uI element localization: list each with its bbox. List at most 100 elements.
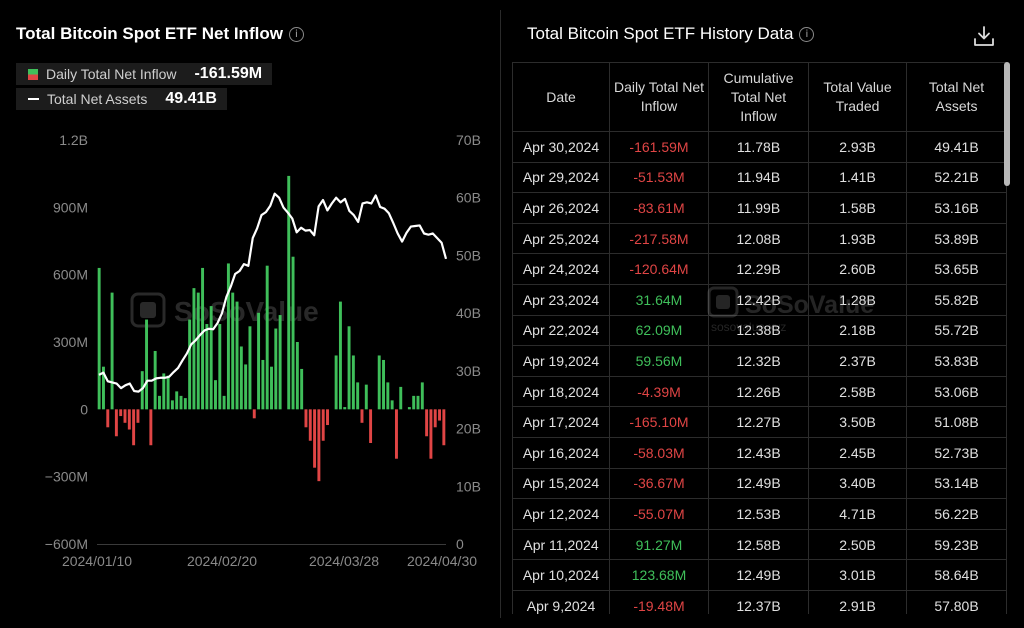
y-left-tick-label: 1.2B [59,132,88,148]
cell-cumulative-inflow: 12.53B [708,498,809,530]
cell-net-assets: 53.65B [906,253,1007,285]
inflow-bar [231,292,235,410]
inflow-bar [438,409,441,421]
y-left-tick-label: 0 [80,401,88,417]
inflow-bar [295,342,299,410]
x-tick-label: 2024/03/28 [309,553,379,569]
y-right-tick-label: 20B [456,421,481,437]
download-icon[interactable] [972,24,996,48]
cell-net-assets: 52.21B [906,161,1007,194]
legend-net-assets[interactable]: Total Net Assets 49.41B [16,88,227,110]
x-tick-label: 2024/02/20 [187,553,257,569]
inflow-bar [166,375,170,410]
inflow-bar [360,409,364,423]
inflow-bar [170,400,174,410]
info-icon[interactable]: i [799,27,815,42]
cell-net-assets: 55.82B [906,283,1007,316]
cell-date: Apr 22,2024 [512,314,610,347]
table-body: Apr 30,2024 -161.59M 11.78B 2.93B 49.41B Apr … [512,131,1007,614]
cell-date: Apr 11,2024 [512,528,610,561]
chart-panel: Total Bitcoin Spot ETF Net Inflow i Daily… [0,0,500,628]
table-row[interactable]: Apr 23,2024 31.64M 12.42B 1.28B 55.82B [512,283,1007,316]
table-row[interactable]: Apr 19,2024 59.56M 12.32B 2.37B 53.83B [512,345,1007,377]
table-row[interactable]: Apr 24,2024 -120.64M 12.29B 2.60B 53.65B [512,253,1007,285]
table-row[interactable]: Apr 18,2024 -4.39M 12.26B 2.58B 53.06B [512,375,1007,408]
cell-cumulative-inflow: 11.94B [708,161,809,194]
cell-net-assets: 53.16B [906,192,1007,224]
inflow-bar [407,407,411,410]
inflow-bar [106,409,110,428]
inflow-bar [300,368,304,410]
inflow-bar [313,409,317,468]
inflow-bar [338,301,342,410]
cell-cumulative-inflow: 11.99B [708,192,809,224]
inflow-bar [399,386,403,410]
cell-date: Apr 30,2024 [512,131,610,163]
column-header-value-traded[interactable]: Total Value Traded [808,62,907,132]
table-row[interactable]: Apr 22,2024 62.09M 12.38B 2.18B 55.72B [512,314,1007,347]
table-row[interactable]: Apr 15,2024 -36.67M 12.49B 3.40B 53.14B [512,467,1007,500]
table-row[interactable]: Apr 11,2024 91.27M 12.58B 2.50B 59.23B [512,528,1007,561]
legend-net-assets-value: 49.41B [165,90,217,107]
inflow-bar [222,395,226,410]
table-row[interactable]: Apr 12,2024 -55.07M 12.53B 4.71B 56.22B [512,498,1007,530]
table-row[interactable]: Apr 29,2024 -51.53M 11.94B 1.41B 52.21B [512,161,1007,194]
table-title: Total Bitcoin Spot ETF History Data i [527,24,815,44]
legend-net-assets-label: Total Net Assets [47,91,148,107]
inflow-bar [196,292,200,410]
x-tick-label: 2024/01/10 [62,553,132,569]
cell-daily-inflow: -19.48M [609,589,709,614]
table-scrollbar[interactable] [1004,62,1010,186]
inflow-bar [304,409,308,428]
cell-date: Apr 18,2024 [512,375,610,408]
column-header-date[interactable]: Date [512,62,610,132]
cell-date: Apr 23,2024 [512,283,610,316]
history-table-container[interactable]: Date Daily Total Net Inflow Cumulative T… [512,62,1008,614]
table-row[interactable]: Apr 26,2024 -83.61M 11.99B 1.58B 53.16B [512,192,1007,224]
cell-value-traded: 1.58B [808,192,907,224]
y-left-tick-label: −600M [45,536,88,552]
inflow-bar [291,256,295,410]
column-header-net-assets[interactable]: Total Net Assets [906,62,1007,132]
inflow-bar [132,409,136,446]
inflow-bar [377,355,381,410]
inflow-bar [192,288,196,410]
table-row[interactable]: Apr 16,2024 -58.03M 12.43B 2.45B 52.73B [512,436,1007,469]
table-row[interactable]: Apr 25,2024 -217.58M 12.08B 1.93B 53.89B [512,222,1007,255]
inflow-bar [343,407,347,410]
inflow-bar [114,409,118,437]
cell-value-traded: 2.45B [808,436,907,469]
y-right-tick-label: 70B [456,132,481,148]
cell-daily-inflow: 123.68M [609,559,709,591]
inflow-bar [416,395,420,410]
cell-value-traded: 2.91B [808,589,907,614]
cell-daily-inflow: -161.59M [609,131,709,163]
info-icon[interactable]: i [288,27,304,42]
panel-divider [500,10,501,618]
cell-net-assets: 59.23B [906,528,1007,561]
table-row[interactable]: Apr 17,2024 -165.10M 12.27B 3.50B 51.08B [512,406,1007,438]
legend-daily-inflow[interactable]: Daily Total Net Inflow -161.59M [16,63,273,85]
y-left-tick-label: −300M [45,469,88,485]
inflow-bar [433,409,437,428]
cell-cumulative-inflow: 12.08B [708,222,809,255]
column-header-cumulative-inflow[interactable]: Cumulative Total Net Inflow [708,62,809,132]
column-header-daily-inflow[interactable]: Daily Total Net Inflow [609,62,709,132]
inflow-bar [356,382,360,410]
y-right-tick-label: 10B [456,478,481,494]
cell-net-assets: 53.89B [906,222,1007,255]
cell-net-assets: 56.22B [906,498,1007,530]
table-row[interactable]: Apr 10,2024 123.68M 12.49B 3.01B 58.64B [512,559,1007,591]
table-row[interactable]: Apr 9,2024 -19.48M 12.37B 2.91B 57.80B [512,589,1007,614]
table-title-text: Total Bitcoin Spot ETF History Data [527,24,794,43]
cell-net-assets: 53.83B [906,345,1007,377]
inflow-bar [369,409,373,443]
cell-date: Apr 9,2024 [512,589,610,614]
cell-daily-inflow: 62.09M [609,314,709,347]
table-row[interactable]: Apr 30,2024 -161.59M 11.78B 2.93B 49.41B [512,131,1007,163]
inflow-bar [102,366,105,410]
inflow-bar [429,409,433,459]
inflow-bar [347,326,351,410]
net-inflow-chart: 1.2B 900M 600M 300M 0 −300M −600M 70B 60B 50B 40B… [45,132,481,569]
inflow-bar [382,359,385,410]
